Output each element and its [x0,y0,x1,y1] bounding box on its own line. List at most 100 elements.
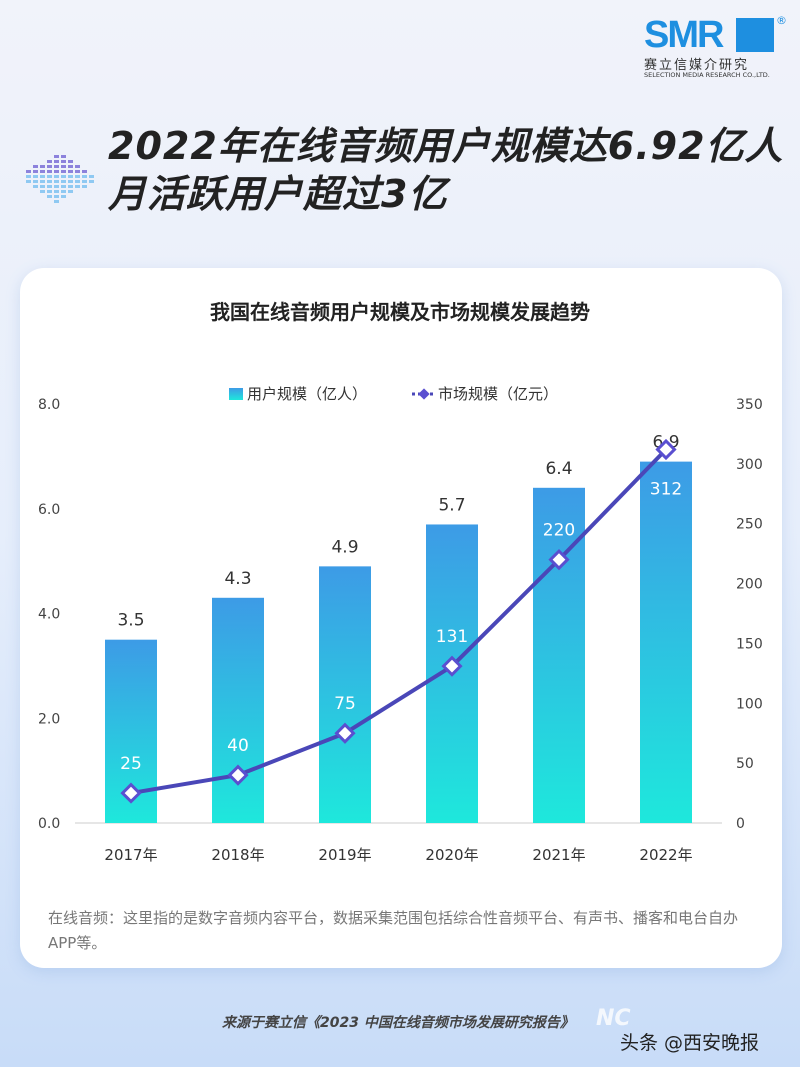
legend-line-marker [418,388,430,400]
eq-bar [61,160,66,163]
line-marker [120,782,142,804]
logo-mark: SMR [644,14,724,56]
line-marker [548,549,570,571]
y-left-tick: 0.0 [38,816,60,832]
y-right-tick: 350 [736,397,763,413]
headline-line1: 2022年在线音频用户规模达6.92亿人 [108,124,784,168]
y-left-tick: 8.0 [38,397,60,413]
legend-line-label: 市场规模（亿元） [438,385,558,403]
eq-bar [47,175,52,178]
y-right-tick: 150 [736,636,763,652]
watermark: 头条 @西安晚报 [620,1032,760,1054]
y-right-tick: 100 [736,696,763,712]
eq-bar [33,170,38,173]
bar-label: 3.5 [117,611,144,631]
eq-bar [54,170,59,173]
eq-bar [82,175,87,178]
eq-bar [33,180,38,183]
eq-bar [75,180,80,183]
eq-bar [89,180,94,183]
eq-bar [54,175,59,178]
footnote: 在线音频：这里指的是数字音频内容平台，数据采集范围包括综合性音频平台、有声书、播… [48,909,739,952]
bar [319,566,371,823]
eq-bar [40,190,45,193]
bar [212,597,264,823]
eq-bar [54,195,59,198]
x-tick: 2021年 [532,846,585,864]
eq-bar [61,170,66,173]
eq-bar [40,180,45,183]
eq-bar [47,190,52,193]
y-left-tick: 2.0 [38,711,60,727]
bar-label: 5.7 [438,495,465,515]
eq-bar [75,165,80,168]
registered-mark: ® [776,14,787,27]
line-label: 25 [120,754,142,774]
eq-bar [33,175,38,178]
y-right-tick: 200 [736,577,763,593]
eq-bar [61,165,66,168]
eq-bar [40,165,45,168]
bar-label: 6.4 [545,459,572,479]
logo-box [736,18,774,52]
line-marker [441,655,463,677]
eq-bar [61,190,66,193]
eq-bar [47,170,52,173]
eq-bar [40,175,45,178]
eq-bar [68,170,73,173]
line-label: 131 [436,627,468,647]
legend-bar-label: 用户规模（亿人） [247,385,367,403]
line-marker [334,722,356,744]
eq-bar [68,160,73,163]
eq-bar [75,185,80,188]
eq-bar [33,165,38,168]
eq-bar [47,160,52,163]
market-line [130,448,668,796]
eq-bar [54,165,59,168]
eq-bar [75,170,80,173]
eq-bar [40,185,45,188]
eq-bar [47,180,52,183]
y-right-tick: 250 [736,517,763,533]
eq-bar [75,175,80,178]
smr-logo: SMR ® 赛立信媒介研究 SELECTION MEDIA RESEARCH C… [640,14,790,84]
source: 来源于赛立信《2023 中国在线音频市场发展研究报告》 [222,1015,574,1031]
eq-bar [61,175,66,178]
equalizer-icon [26,155,94,203]
eq-bar [47,185,52,188]
y-right-tick: 0 [736,816,745,832]
eq-bar [47,165,52,168]
chart-title: 我国在线音频用户规模及市场规模发展趋势 [210,300,590,324]
x-tick: 2017年 [104,846,157,864]
eq-bar [54,160,59,163]
chart: 0.0 2.0 4.0 6.0 8.0 0 50 100 150 200 250 300 350 用户规模… [38,385,763,864]
eq-bar [61,185,66,188]
y-left-tick: 4.0 [38,607,60,623]
bar [640,461,692,823]
line-label: 312 [650,479,682,499]
line-label: 75 [334,694,356,714]
eq-bar [82,185,87,188]
eq-bar [68,190,73,193]
eq-bar [61,195,66,198]
x-tick: 2020年 [425,846,478,864]
eq-bar [68,165,73,168]
eq-bar [54,190,59,193]
eq-bar [82,170,87,173]
eq-bar [61,155,66,158]
line-label: 220 [543,521,575,541]
eq-bar [68,185,73,188]
bar-label: 4.9 [331,537,358,557]
line-marker [227,764,249,786]
watermark-logo: NC [596,1006,631,1031]
eq-bar [26,180,31,183]
eq-bar [68,180,73,183]
eq-bar [61,180,66,183]
bar-label: 4.3 [224,569,251,589]
eq-bar [33,185,38,188]
eq-bar [68,175,73,178]
logo-cn: 赛立信媒介研究 [644,58,750,73]
eq-bar [26,175,31,178]
line-marker [655,438,677,461]
eq-bar [82,180,87,183]
